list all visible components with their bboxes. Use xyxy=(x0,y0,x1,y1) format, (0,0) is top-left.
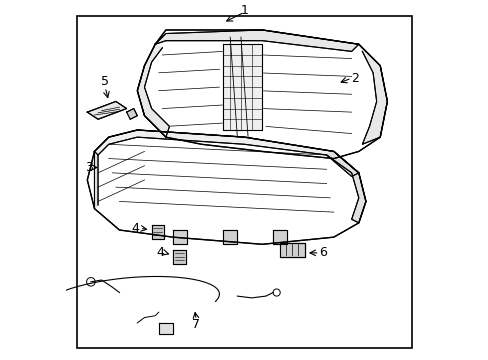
Text: 1: 1 xyxy=(240,4,248,17)
Polygon shape xyxy=(137,30,386,158)
Polygon shape xyxy=(272,230,287,244)
Polygon shape xyxy=(94,130,358,176)
Text: 2: 2 xyxy=(350,72,359,85)
Polygon shape xyxy=(126,109,137,119)
Polygon shape xyxy=(280,243,305,257)
Polygon shape xyxy=(358,44,386,144)
Text: 4: 4 xyxy=(156,246,164,259)
Polygon shape xyxy=(326,152,365,223)
Polygon shape xyxy=(94,152,98,208)
Polygon shape xyxy=(87,130,365,244)
Polygon shape xyxy=(223,44,262,130)
Polygon shape xyxy=(87,102,126,119)
Text: 3: 3 xyxy=(85,161,93,174)
Text: 4: 4 xyxy=(131,222,139,235)
Polygon shape xyxy=(173,249,185,264)
Polygon shape xyxy=(137,44,169,137)
Polygon shape xyxy=(155,30,358,51)
Polygon shape xyxy=(159,323,173,334)
Polygon shape xyxy=(151,225,164,239)
Text: 6: 6 xyxy=(319,246,326,259)
Text: 5: 5 xyxy=(101,75,109,88)
Polygon shape xyxy=(173,230,187,244)
Polygon shape xyxy=(223,230,237,244)
Text: 7: 7 xyxy=(192,318,200,331)
